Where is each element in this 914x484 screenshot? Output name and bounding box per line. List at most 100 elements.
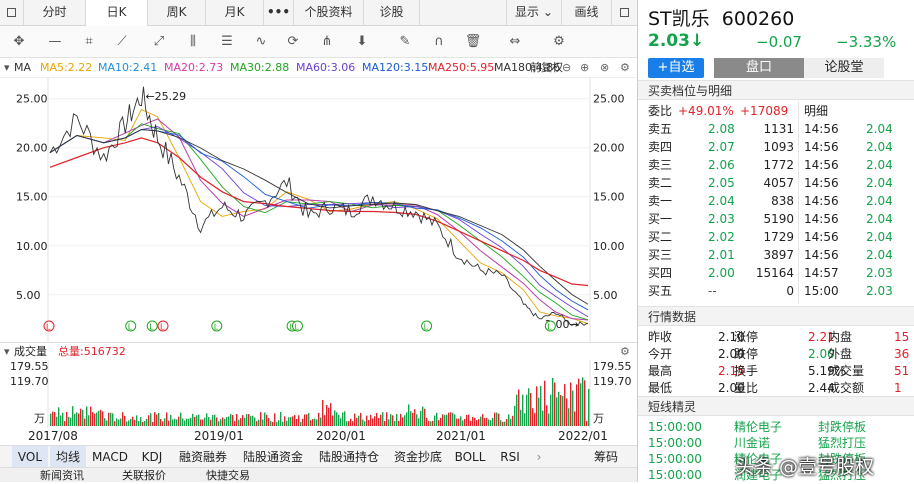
ind-macd[interactable]: MACD (92, 450, 128, 464)
volume-bar (548, 413, 550, 426)
ind-rsi[interactable]: RSI (500, 450, 520, 464)
market-key: 涨停 (734, 330, 759, 344)
volume-bar (476, 420, 478, 426)
volume-chart[interactable]: 179.55 119.70 万 179.55 119.70 万 (0, 360, 637, 428)
gear-icon[interactable]: ⚙ (620, 61, 630, 74)
volume-bar (222, 417, 224, 426)
volume-bar (486, 417, 488, 426)
add-watchlist-button[interactable]: +自选 (648, 58, 704, 78)
tick-time: 15:00 (804, 284, 839, 298)
volume-bar (146, 418, 148, 426)
level-volume: 5190 (763, 212, 794, 226)
menu-square-icon[interactable] (0, 0, 24, 25)
weibi-row: 委比 +49.01% +17089 明细 (638, 102, 914, 120)
crosshair-icon[interactable]: ✥ (13, 34, 25, 49)
gear-icon[interactable]: ⚙ (553, 34, 565, 49)
plus-circle-icon[interactable]: ⊕ (580, 61, 590, 74)
volume-bar (360, 412, 362, 426)
tab-daily-k[interactable]: 日K (86, 0, 148, 26)
tab-intraday[interactable]: 分时 (24, 0, 86, 25)
tab-related[interactable]: 关联报价 (122, 469, 166, 482)
shortline-time: 15:00:00 (648, 452, 702, 466)
connect-icon[interactable]: ⤢ (153, 34, 165, 49)
shortline-stock: 川金诺 (734, 436, 771, 450)
market-key: 内盘 (828, 330, 853, 344)
ind-vol[interactable]: VOL (12, 446, 48, 468)
more-tabs-button[interactable]: ••• (264, 0, 294, 25)
restore-mode-label[interactable]: 前复权 (530, 61, 563, 74)
bars-icon[interactable]: ⫼ (190, 34, 196, 49)
volume-bar (552, 378, 554, 426)
wave-icon[interactable]: ∿ (255, 34, 267, 49)
fan-icon[interactable]: ⟋ (117, 34, 127, 49)
ind-bottom-fishing[interactable]: 资金抄底 (393, 450, 442, 464)
volume-bar (428, 421, 430, 426)
arrow-down-icon[interactable]: ⬇ (356, 34, 368, 49)
volume-bar (536, 386, 538, 426)
trash-icon[interactable]: 🗑 (464, 34, 482, 49)
k-line-chart[interactable]: 25.00 25.00 20.00 20.00 15.00 15.00 10.00 10.00… (0, 78, 637, 342)
volume-bar (162, 421, 164, 426)
shortline-item[interactable]: 15:00:00 精伦电子 封跌停板 (638, 418, 914, 436)
line-icon[interactable]: — (48, 34, 62, 49)
volume-bar (354, 413, 356, 426)
close-circle-icon[interactable]: ⊗ (600, 61, 610, 74)
ind-hk-fund[interactable]: 陆股通资金 (242, 450, 303, 464)
vol-unit: 万 (34, 412, 45, 425)
volume-bar (254, 417, 256, 426)
volume-bar (94, 413, 96, 426)
market-key: 今开 (648, 347, 673, 361)
cycle-icon[interactable]: ⟳ (287, 34, 299, 49)
market-key: 量比 (734, 381, 759, 395)
tab-pankou[interactable]: 盘口 (714, 58, 804, 78)
shortline-time: 15:00:00 (648, 436, 702, 450)
volume-bar (124, 415, 126, 426)
volume-bar (538, 397, 540, 426)
fork-icon[interactable]: ⋔ (321, 34, 333, 49)
shortline-item[interactable]: 15:00:00 精伦电子 封跌停板 (638, 450, 914, 468)
volume-bar (280, 412, 282, 426)
gear-icon[interactable]: ⚙ (620, 345, 630, 358)
ind-chips[interactable]: 筹码 (593, 450, 618, 464)
volume-bar (110, 412, 112, 426)
magnet-icon[interactable]: ∩ (434, 34, 444, 49)
volume-bar (526, 394, 528, 426)
chevron-right-icon[interactable]: › (536, 450, 542, 464)
draw-line-button[interactable]: 画线 (562, 0, 612, 25)
shortline-item[interactable]: 15:00:00 川金诺 猛烈打压 (638, 434, 914, 452)
ind-boll[interactable]: BOLL (454, 450, 486, 464)
tab-diagnosis[interactable]: 诊股 (364, 0, 420, 25)
split-icon[interactable]: ⇔ (509, 34, 521, 49)
volume-bar (570, 382, 572, 426)
settings-square-icon[interactable] (612, 0, 637, 25)
ind-margin[interactable]: 融资融券 (178, 450, 227, 464)
eraser-icon[interactable]: ✎ (399, 34, 411, 49)
volume-bar (140, 417, 142, 426)
volume-bar (562, 396, 564, 426)
volume-bar (180, 412, 182, 426)
tab-weekly-k[interactable]: 周K (148, 0, 206, 25)
tab-monthly-k[interactable]: 月K (206, 0, 264, 25)
ind-ma[interactable]: 均线 (50, 446, 86, 468)
crop-icon[interactable]: ⌗ (85, 34, 93, 49)
level-volume: 1131 (763, 122, 794, 136)
ind-kdj[interactable]: KDJ (141, 450, 163, 464)
ind-hk-hold[interactable]: 陆股通持仓 (318, 450, 379, 464)
volume-bar (238, 419, 240, 426)
tab-forum[interactable]: 论股堂 (804, 58, 884, 78)
tab-stock-info[interactable]: 个股资料 (294, 0, 364, 25)
tab-quick-trade[interactable]: 快捷交易 (206, 469, 250, 482)
minus-circle-icon[interactable]: ⊖ (562, 61, 572, 74)
market-value: 2.10 (718, 330, 745, 344)
volume-bar (380, 414, 382, 426)
market-value: 2.00 (808, 347, 835, 361)
orderbook-row: 卖一 2.04 838 14:56 2.04 (638, 192, 914, 210)
l-marker-label: L (160, 323, 165, 332)
shortline-stock: 润建电子 (734, 468, 783, 482)
display-dropdown[interactable]: 显示 ⌄ (506, 0, 562, 25)
shortline-item[interactable]: 15:00:00 润建电子 猛烈打压 (638, 466, 914, 484)
table-icon[interactable]: ☰ (221, 34, 233, 49)
collapse-icon[interactable]: ▾ (4, 61, 10, 74)
tab-news[interactable]: 新闻资讯 (40, 469, 84, 482)
collapse-icon[interactable]: ▾ (4, 345, 10, 358)
